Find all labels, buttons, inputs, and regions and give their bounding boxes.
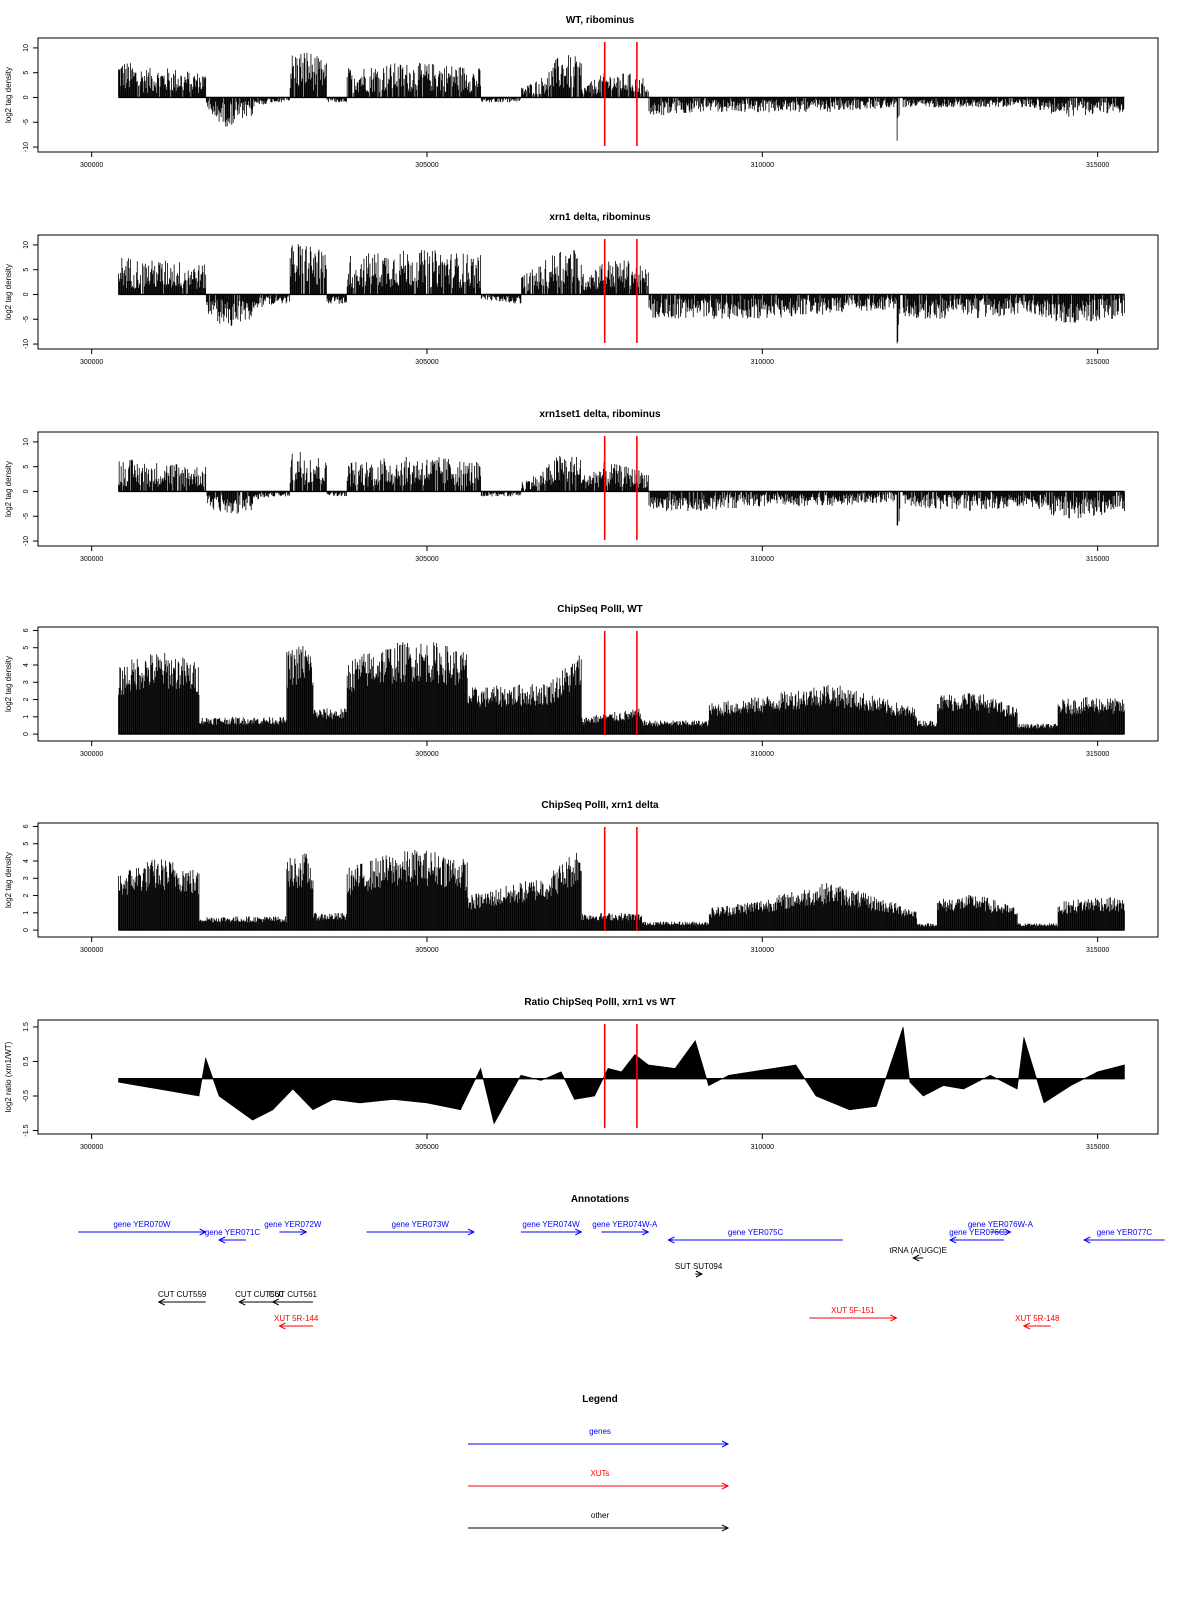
y-tick-label: -10 bbox=[23, 536, 30, 546]
y-tick-label: 4 bbox=[23, 663, 30, 667]
x-tick-label: 305000 bbox=[415, 556, 438, 563]
bar-group bbox=[118, 452, 1124, 526]
x-tick-label: 305000 bbox=[415, 162, 438, 169]
y-tick-label: 10 bbox=[23, 241, 30, 249]
y-tick-label: -5 bbox=[23, 119, 30, 125]
x-tick-label: 300000 bbox=[80, 556, 103, 563]
bar-group bbox=[118, 53, 1123, 141]
y-tick-label: -5 bbox=[23, 316, 30, 322]
x-tick-label: 310000 bbox=[751, 162, 774, 169]
y-axis-label: log2 tag density bbox=[4, 461, 13, 517]
chart-title: WT, ribominus bbox=[566, 15, 635, 26]
bar-group bbox=[118, 642, 1124, 734]
y-tick-label: 2 bbox=[23, 697, 30, 701]
x-tick-label: 310000 bbox=[751, 359, 774, 366]
y-tick-label: 5 bbox=[23, 71, 30, 75]
y-axis-label: log2 tag density bbox=[4, 656, 13, 712]
chart-panel-4: ChipSeq PolII, WT log2 tag density 0 1 2 3 4 5 6… bbox=[4, 604, 1158, 758]
y-axis-label: log2 tag density bbox=[4, 67, 13, 123]
x-tick-label: 310000 bbox=[751, 556, 774, 563]
x-tick-label: 305000 bbox=[415, 359, 438, 366]
y-tick-label: 0 bbox=[23, 489, 30, 493]
y-tick-label: 3 bbox=[23, 680, 30, 684]
y-tick-label: 6 bbox=[23, 628, 30, 632]
y-tick-label: -10 bbox=[23, 142, 30, 152]
x-tick-label: 305000 bbox=[415, 751, 438, 758]
bar-group bbox=[118, 244, 1124, 343]
chart-panel-2: xrn1 delta, ribominus log2 tag density -10… bbox=[4, 212, 1158, 366]
y-tick-label: 1 bbox=[23, 715, 30, 719]
y-tick-label: -10 bbox=[23, 339, 30, 349]
y-tick-label: 5 bbox=[23, 465, 30, 469]
x-tick-label: 310000 bbox=[751, 751, 774, 758]
x-tick-label: 315000 bbox=[1086, 359, 1109, 366]
x-tick-label: 315000 bbox=[1086, 751, 1109, 758]
x-tick-label: 315000 bbox=[1086, 162, 1109, 169]
y-tick-label: 0 bbox=[23, 95, 30, 99]
y-tick-label: 5 bbox=[23, 268, 30, 272]
chart-panel-1: WT, ribominus log2 tag density -10 -5 0 5 10 30… bbox=[4, 15, 1158, 169]
chart-title: ChipSeq PolII, WT bbox=[557, 604, 643, 615]
y-tick-label: 10 bbox=[23, 438, 30, 446]
y-tick-label: 0 bbox=[23, 292, 30, 296]
chart-title: xrn1 delta, ribominus bbox=[549, 212, 651, 223]
x-tick-label: 300000 bbox=[80, 751, 103, 758]
chart-title: xrn1set1 delta, ribominus bbox=[539, 409, 661, 420]
x-tick-label: 300000 bbox=[80, 359, 103, 366]
y-tick-label: 5 bbox=[23, 646, 30, 650]
y-tick-label: -5 bbox=[23, 513, 30, 519]
y-axis-label: log2 tag density bbox=[4, 264, 13, 320]
y-tick-label: 10 bbox=[23, 44, 30, 52]
x-tick-label: 315000 bbox=[1086, 556, 1109, 563]
chart-panel-3: xrn1set1 delta, ribominus log2 tag densit… bbox=[4, 409, 1158, 563]
y-tick-label: 0 bbox=[23, 732, 30, 736]
x-tick-label: 300000 bbox=[80, 162, 103, 169]
